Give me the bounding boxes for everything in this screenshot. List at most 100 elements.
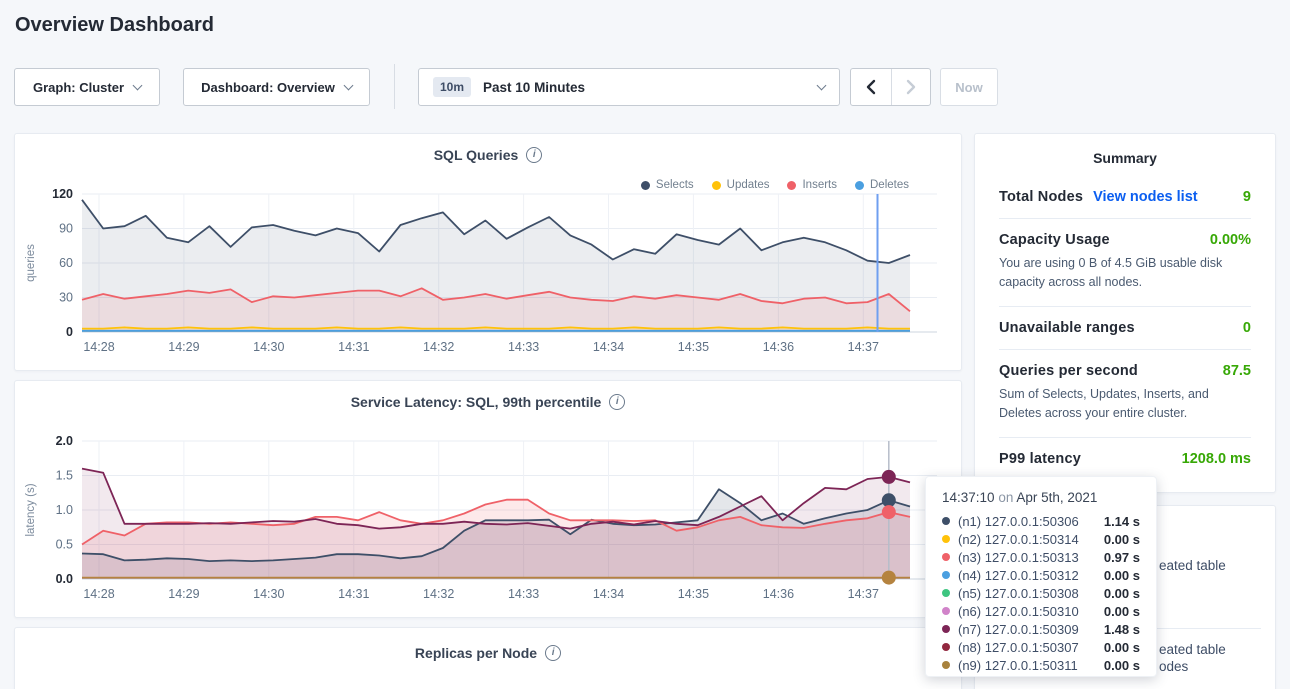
svg-text:14:34: 14:34 <box>593 340 624 354</box>
summary-value: 1208.0 ms <box>1182 451 1251 467</box>
event-item: odes <box>1159 659 1188 674</box>
svg-text:14:32: 14:32 <box>423 587 454 601</box>
svg-text:14:34: 14:34 <box>593 587 624 601</box>
node-latency-value: 0.00 s <box>1104 604 1140 619</box>
svg-text:14:33: 14:33 <box>508 340 539 354</box>
node-address: (n8) 127.0.0.1:50307 <box>958 640 1079 655</box>
svg-text:0.0: 0.0 <box>56 572 73 586</box>
node-latency-value: 0.00 s <box>1104 586 1140 601</box>
time-range-badge: 10m <box>433 77 471 97</box>
node-address: (n3) 127.0.0.1:50313 <box>958 550 1079 565</box>
svg-text:90: 90 <box>59 222 73 236</box>
time-range-label: Past 10 Minutes <box>483 80 585 95</box>
node-address: (n2) 127.0.0.1:50314 <box>958 532 1079 547</box>
tooltip-node-row: (n9) 127.0.0.1:50311 0.00 s <box>942 656 1140 674</box>
tooltip-node-row: (n7) 127.0.0.1:50309 1.48 s <box>942 620 1140 638</box>
summary-label: Queries per second <box>999 363 1138 379</box>
svg-text:1.5: 1.5 <box>56 469 73 483</box>
node-color-dot <box>942 661 950 669</box>
node-address: (n1) 127.0.0.1:50306 <box>958 514 1079 529</box>
dashboard-dropdown-label: Dashboard: Overview <box>201 80 335 95</box>
replicas-per-node-title: Replicas per Node <box>415 645 537 661</box>
summary-description: You are using 0 B of 4.5 GiB usable disk… <box>999 254 1251 293</box>
graph-dropdown[interactable]: Graph: Cluster <box>14 68 160 106</box>
node-latency-value: 0.00 s <box>1104 640 1140 655</box>
node-address: (n7) 127.0.0.1:50309 <box>958 622 1079 637</box>
svg-text:14:28: 14:28 <box>83 587 114 601</box>
svg-text:30: 30 <box>59 291 73 305</box>
svg-text:queries: queries <box>25 244 37 282</box>
info-icon[interactable]: i <box>526 147 542 163</box>
time-step-buttons <box>850 68 931 106</box>
tooltip-node-row: (n2) 127.0.0.1:50314 0.00 s <box>942 530 1140 548</box>
summary-label: Total Nodes <box>999 189 1083 205</box>
svg-text:120: 120 <box>52 188 73 201</box>
time-range-dropdown[interactable]: 10m Past 10 Minutes <box>418 68 840 106</box>
svg-text:14:28: 14:28 <box>83 340 114 354</box>
svg-text:0.5: 0.5 <box>56 538 73 552</box>
summary-description: Sum of Selects, Updates, Inserts, and De… <box>999 385 1251 424</box>
summary-title: Summary <box>999 150 1251 166</box>
node-latency-value: 1.48 s <box>1104 622 1140 637</box>
svg-text:14:35: 14:35 <box>678 587 709 601</box>
node-latency-value: 1.14 s <box>1104 514 1140 529</box>
node-address: (n9) 127.0.0.1:50311 <box>958 658 1078 673</box>
now-button-label: Now <box>955 80 982 95</box>
view-nodes-list-link[interactable]: View nodes list <box>1093 189 1198 205</box>
svg-text:latency (s): latency (s) <box>25 483 37 536</box>
svg-text:1.0: 1.0 <box>56 503 73 517</box>
svg-text:14:37: 14:37 <box>848 340 879 354</box>
info-icon[interactable]: i <box>545 645 561 661</box>
tooltip-timestamp: 14:37:10 on Apr 5th, 2021 <box>942 490 1140 505</box>
now-button[interactable]: Now <box>940 68 998 106</box>
chevron-down-icon <box>343 80 353 90</box>
summary-panel: Summary Total Nodes View nodes list 9 Ca… <box>974 133 1276 493</box>
chevron-right-icon <box>906 79 916 95</box>
service-latency-panel: Service Latency: SQL, 99th percentile i … <box>14 380 962 618</box>
next-time-button[interactable] <box>891 69 931 105</box>
chevron-down-icon <box>817 80 827 90</box>
info-icon[interactable]: i <box>609 394 625 410</box>
service-latency-title: Service Latency: SQL, 99th percentile <box>351 394 602 410</box>
node-color-dot <box>942 571 950 579</box>
tooltip-node-row: (n4) 127.0.0.1:503120.00 s <box>942 566 1140 584</box>
sql-queries-panel: SQL Queries i Selects Updates Inserts De… <box>14 133 962 371</box>
toolbar-divider <box>394 64 395 109</box>
node-color-dot <box>942 589 950 597</box>
node-address: (n5) 127.0.0.1:50308 <box>958 586 1079 601</box>
service-latency-chart[interactable]: 0.0 0.5 1.0 1.5 2.0 14:28 14:29 14:30 14:31 14:32… <box>16 435 962 613</box>
node-latency-value: 0.97 s <box>1104 550 1140 565</box>
svg-text:14:36: 14:36 <box>763 340 794 354</box>
node-color-dot <box>942 607 950 615</box>
dashboard-dropdown[interactable]: Dashboard: Overview <box>183 68 370 106</box>
chevron-down-icon <box>133 80 143 90</box>
svg-text:14:30: 14:30 <box>253 587 284 601</box>
chart-hover-tooltip: 14:37:10 on Apr 5th, 2021 (n1) 127.0.0.1… <box>925 476 1157 677</box>
node-latency-value: 0.00 s <box>1104 568 1140 583</box>
node-color-dot <box>942 553 950 561</box>
svg-text:2.0: 2.0 <box>56 435 73 448</box>
tooltip-node-row: (n6) 127.0.0.1:50310 0.00 s <box>942 602 1140 620</box>
prev-time-button[interactable] <box>851 69 891 105</box>
svg-text:14:29: 14:29 <box>168 587 199 601</box>
tooltip-node-row: (n1) 127.0.0.1:50306 1.14 s <box>942 512 1140 530</box>
svg-text:60: 60 <box>59 256 73 270</box>
sql-queries-chart[interactable]: 030609012014:2814:2914:3014:3114:3214:33… <box>16 188 962 366</box>
summary-row-capacity-usage: Capacity Usage 0.00% You are using 0 B o… <box>999 219 1251 307</box>
sql-queries-title: SQL Queries <box>434 147 519 163</box>
tooltip-node-row: (n3) 127.0.0.1:50313 0.97 s <box>942 548 1140 566</box>
summary-label: P99 latency <box>999 451 1081 467</box>
node-latency-value: 0.00 s <box>1104 532 1140 547</box>
node-address: (n6) 127.0.0.1:50310 <box>958 604 1079 619</box>
summary-row-queries-per-second: Queries per second 87.5 Sum of Selects, … <box>999 350 1251 438</box>
svg-text:14:37: 14:37 <box>848 587 879 601</box>
summary-row-total-nodes: Total Nodes View nodes list 9 <box>999 176 1251 219</box>
event-item: eated table <box>1159 642 1226 657</box>
svg-text:14:31: 14:31 <box>338 587 369 601</box>
svg-text:0: 0 <box>66 325 73 339</box>
node-latency-value: 0.00 s <box>1104 658 1140 673</box>
node-color-dot <box>942 535 950 543</box>
svg-text:14:31: 14:31 <box>338 340 369 354</box>
page-title: Overview Dashboard <box>15 14 214 37</box>
chevron-left-icon <box>866 79 876 95</box>
